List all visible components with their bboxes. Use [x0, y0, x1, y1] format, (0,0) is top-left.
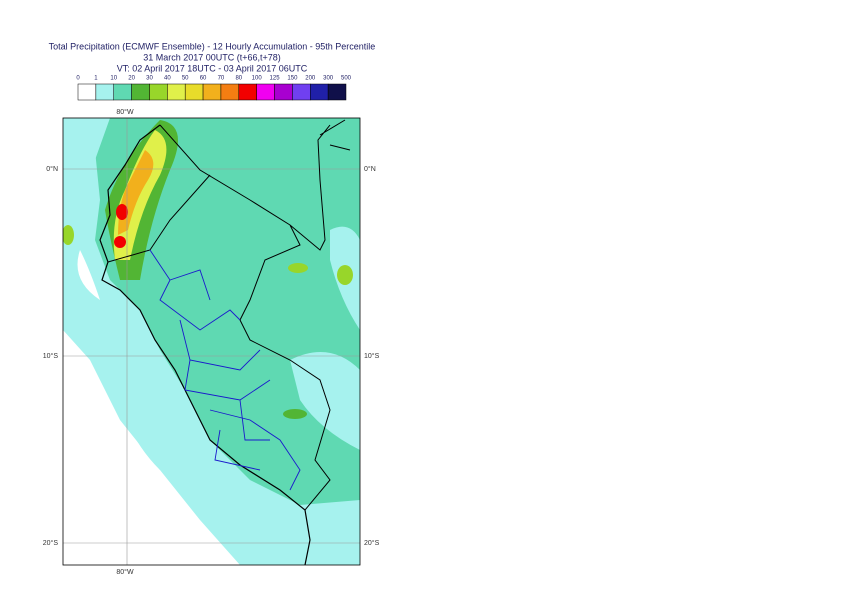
colorbar-box: [202, 83, 222, 101]
lat-label: 10°S: [364, 352, 380, 360]
colorbar-box: [149, 83, 168, 101]
heavy-rain: [114, 236, 126, 248]
colorbar-label: 1: [94, 76, 98, 82]
colorbar-box: [95, 83, 114, 101]
region-border: [149, 249, 301, 491]
lat-label: 20°S: [43, 539, 59, 547]
colorbar-label: 60: [200, 76, 207, 82]
colorbar-box: [238, 83, 257, 101]
colorbar-box: [77, 83, 97, 101]
base-time: 31 March 2017 00UTC (t+66,t+78): [143, 52, 281, 62]
lat-label: 0°N: [46, 165, 58, 173]
colorbar-label: 50: [182, 76, 189, 82]
heavy-rain: [116, 204, 128, 220]
heavy-rain: [63, 225, 74, 245]
lon-label: 80°W: [116, 108, 134, 116]
colorbar: 0 1 10 20 30 40 50 60 70 80 100 125 150 200 300 500: [76, 76, 352, 101]
colorbar-label: 125: [270, 76, 281, 82]
wet-area: [120, 400, 270, 530]
colorbar-label: 300: [323, 76, 334, 82]
lat-label: 0°N: [364, 165, 376, 173]
colorbar-label: 30: [146, 76, 153, 82]
colorbar-label: 150: [287, 76, 298, 82]
colorbar-box: [113, 83, 132, 101]
colorbar-box: [256, 83, 275, 101]
lat-label: 10°S: [43, 352, 59, 360]
colorbar-box: [220, 83, 240, 101]
map-frame: [62, 117, 361, 566]
colorbar-label: 70: [218, 76, 225, 82]
colorbar-label: 10: [110, 76, 117, 82]
wet-area: [63, 118, 110, 250]
colorbar-box: [167, 83, 186, 101]
colorbar-label: 40: [164, 76, 171, 82]
title: Total Precipitation (ECMWF Ensemble) - 1…: [49, 41, 376, 51]
colorbar-label: 500: [341, 76, 352, 82]
heavy-rain: [283, 409, 307, 419]
heavy-rain: [337, 265, 353, 285]
colorbar-label: 20: [128, 76, 135, 82]
colorbar-box: [131, 83, 150, 101]
lat-label: 20°S: [364, 539, 380, 547]
colorbar-box: [184, 83, 204, 101]
country-border: [107, 119, 351, 511]
lon-label: 80°W: [116, 568, 134, 576]
valid-time: VT: 02 April 2017 18UTC - 03 April 2017 …: [117, 63, 308, 73]
colorbar-box: [274, 83, 293, 101]
colorbar-label: 100: [252, 76, 263, 82]
dry-area: [63, 250, 240, 565]
colorbar-box: [327, 83, 347, 101]
colorbar-label: 80: [235, 76, 242, 82]
colorbar-label: 0: [76, 76, 80, 82]
colorbar-label: 200: [305, 76, 316, 82]
heavy-rain: [288, 263, 308, 273]
coastline: [99, 124, 311, 565]
map: [63, 118, 360, 565]
lat-labels: 0°N 10°S 20°S 0°N 10°S 20°S: [43, 165, 380, 547]
colorbar-box: [292, 83, 311, 101]
colorbar-box: [310, 83, 329, 101]
